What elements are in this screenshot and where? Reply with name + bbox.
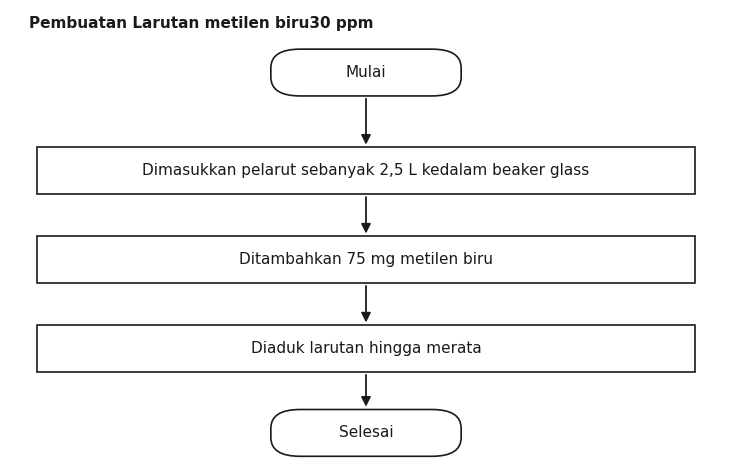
Bar [37,147,695,194]
Text: Selesai: Selesai [339,425,393,440]
Text: Mulai: Mulai [346,65,386,80]
Text: Ditambahkan 75 mg metilen biru: Ditambahkan 75 mg metilen biru [239,252,493,267]
Text: Diaduk larutan hingga merata: Diaduk larutan hingga merata [250,341,482,356]
Bar [37,236,695,283]
Bar [37,325,695,372]
Text: Dimasukkan pelarut sebanyak 2,5 L kedalam beaker glass: Dimasukkan pelarut sebanyak 2,5 L kedala… [143,163,589,178]
FancyBboxPatch shape [271,49,461,96]
FancyBboxPatch shape [271,410,461,456]
Text: Pembuatan Larutan metilen biru30 ppm: Pembuatan Larutan metilen biru30 ppm [29,16,374,31]
